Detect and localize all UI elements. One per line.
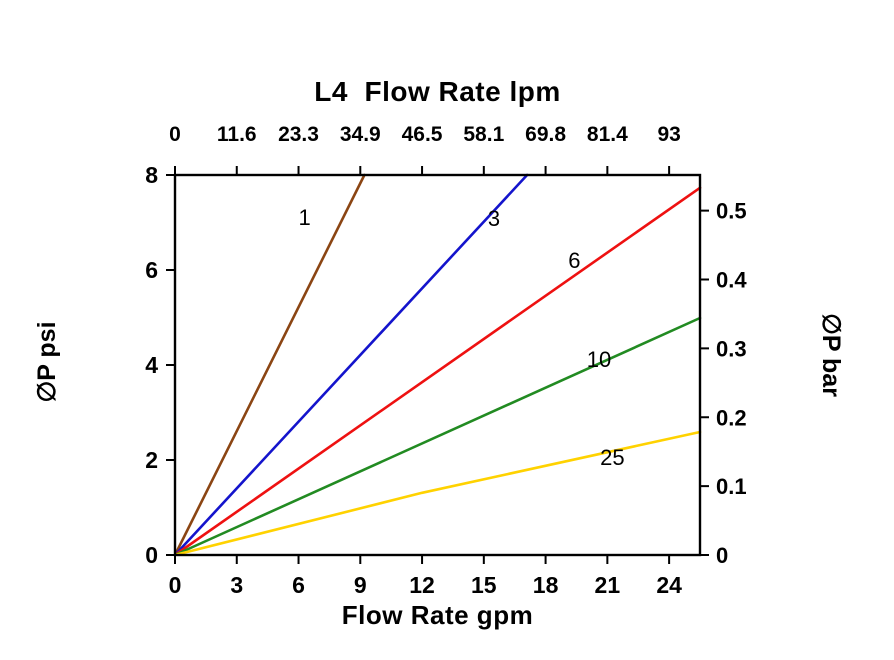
top-tick-label: 46.5 — [402, 123, 443, 146]
series-line-25 — [173, 430, 702, 557]
series-line-1 — [173, 173, 366, 557]
top-tick-label: 69.8 — [525, 123, 566, 146]
bottom-axis-label: Flow Rate gpm — [341, 600, 534, 630]
x-tick-label: 24 — [656, 572, 682, 598]
series-line-6 — [173, 186, 702, 557]
x-tick-label: 3 — [230, 572, 243, 598]
top-tick-label: 0 — [169, 123, 181, 146]
x-tick-label: 6 — [292, 572, 305, 598]
series-line-3 — [173, 173, 529, 557]
x-tick-label: 0 — [169, 572, 182, 598]
right-tick-label: 0.4 — [716, 268, 747, 293]
top-tick-label: 34.9 — [340, 123, 381, 146]
chart-title: L4 Flow Rate lpm — [314, 76, 561, 107]
x-tick-label: 18 — [533, 572, 559, 598]
right-tick-label: 0.2 — [716, 405, 747, 430]
series-label-6: 6 — [568, 248, 580, 273]
plot-border — [173, 173, 702, 557]
top-tick-label: 11.6 — [217, 123, 257, 146]
series-line-10 — [173, 316, 702, 557]
x-tick-label: 15 — [471, 572, 497, 598]
right-tick-label: 0.1 — [716, 474, 747, 499]
series-label-25: 25 — [600, 445, 624, 470]
series-label-1: 1 — [299, 205, 311, 230]
right-tick-label: 0.5 — [716, 199, 747, 224]
series-label-10: 10 — [587, 347, 611, 372]
right-tick-label: 0.3 — [716, 336, 747, 361]
x-tick-label: 12 — [409, 572, 435, 598]
top-tick-label: 93 — [657, 123, 680, 146]
y-tick-label: 2 — [145, 447, 158, 473]
right-tick-label: 0 — [716, 543, 728, 568]
top-tick-label: 58.1 — [463, 123, 504, 146]
series-label-3: 3 — [488, 206, 500, 231]
top-tick-label: 81.4 — [587, 123, 628, 146]
y-tick-label: 0 — [145, 542, 158, 568]
y-tick-label: 4 — [145, 352, 158, 378]
x-tick-label: 21 — [595, 572, 621, 598]
top-tick-label: 23.3 — [278, 123, 319, 146]
y-tick-label: 6 — [145, 257, 158, 283]
x-tick-label: 9 — [354, 572, 367, 598]
y-tick-label: 8 — [145, 162, 158, 188]
